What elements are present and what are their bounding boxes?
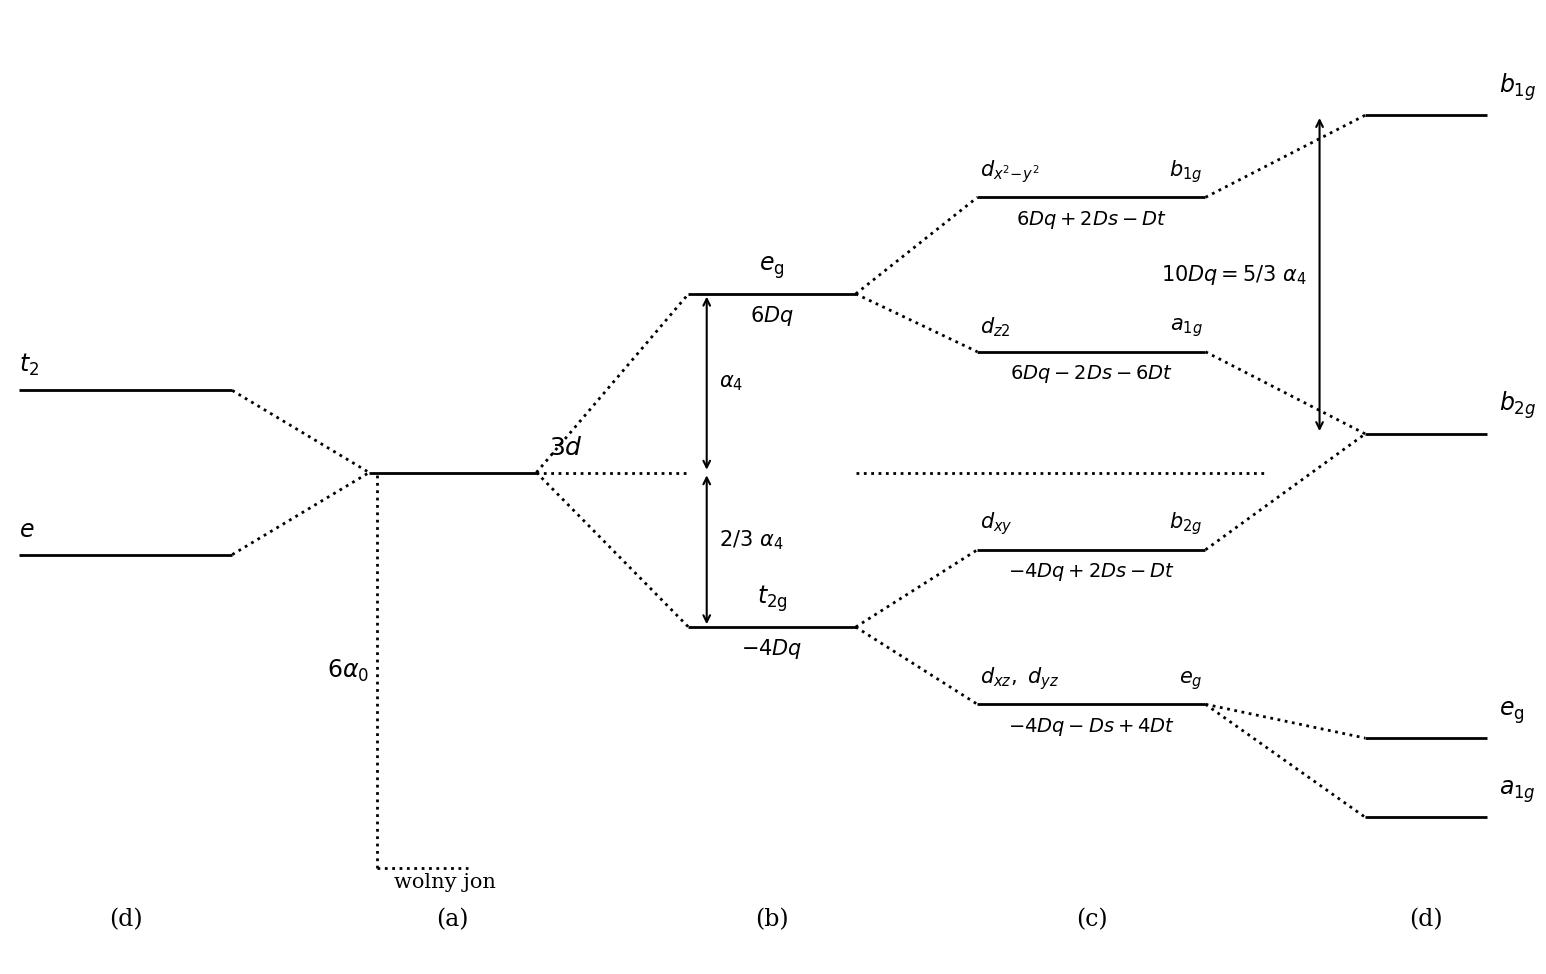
- Text: $a_{1g}$: $a_{1g}$: [1500, 778, 1535, 805]
- Text: (a): (a): [436, 908, 468, 931]
- Text: $d_{z2}$: $d_{z2}$: [980, 316, 1011, 339]
- Text: $6Dq - 2Ds - 6Dt$: $6Dq - 2Ds - 6Dt$: [1010, 363, 1173, 386]
- Text: $e_\mathrm{g}$: $e_\mathrm{g}$: [1500, 698, 1524, 726]
- Text: $b_{2g}$: $b_{2g}$: [1500, 390, 1537, 422]
- Text: $t_2$: $t_2$: [20, 352, 40, 378]
- Text: $6\alpha_0$: $6\alpha_0$: [328, 657, 369, 684]
- Text: $b_{2g}$: $b_{2g}$: [1169, 510, 1203, 538]
- Text: $6Dq$: $6Dq$: [750, 304, 795, 327]
- Text: $d_{x^2\!-\!y^2}$: $d_{x^2\!-\!y^2}$: [980, 158, 1040, 185]
- Text: $3d$: $3d$: [549, 437, 583, 460]
- Text: $e_\mathrm{g}$: $e_\mathrm{g}$: [759, 254, 785, 281]
- Text: $e$: $e$: [20, 519, 36, 543]
- Text: $b_{1g}$: $b_{1g}$: [1500, 71, 1537, 102]
- Text: (d): (d): [1410, 908, 1442, 931]
- Text: $t_\mathrm{2g}$: $t_\mathrm{2g}$: [756, 583, 787, 615]
- Text: (c): (c): [1076, 908, 1107, 931]
- Text: $10Dq = 5/3\ \alpha_4$: $10Dq = 5/3\ \alpha_4$: [1161, 263, 1308, 286]
- Text: $-4Dq - Ds + 4Dt$: $-4Dq - Ds + 4Dt$: [1008, 716, 1175, 738]
- Text: $d_{xy}$: $d_{xy}$: [980, 510, 1013, 538]
- Text: $e_g$: $e_g$: [1180, 669, 1203, 692]
- Text: $b_{1g}$: $b_{1g}$: [1169, 158, 1203, 185]
- Text: $-4Dq$: $-4Dq$: [742, 637, 802, 660]
- Text: $6Dq + 2Ds - Dt$: $6Dq + 2Ds - Dt$: [1016, 208, 1167, 231]
- Text: $-4Dq + 2Ds - Dt$: $-4Dq + 2Ds - Dt$: [1008, 561, 1175, 583]
- Text: wolny jon: wolny jon: [394, 874, 496, 892]
- Text: $2/3\ \alpha_4$: $2/3\ \alpha_4$: [719, 528, 784, 552]
- Text: $a_{1g}$: $a_{1g}$: [1170, 317, 1203, 339]
- Text: (b): (b): [756, 908, 788, 931]
- Text: $d_{xz},\ d_{yz}$: $d_{xz},\ d_{yz}$: [980, 665, 1061, 692]
- Text: (d): (d): [110, 908, 142, 931]
- Text: $\alpha_4$: $\alpha_4$: [719, 373, 744, 393]
